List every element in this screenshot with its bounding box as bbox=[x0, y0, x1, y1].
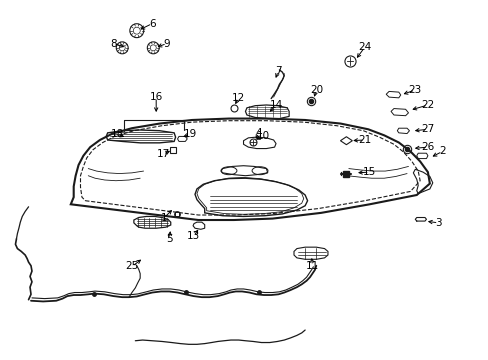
Text: 3: 3 bbox=[434, 218, 441, 228]
Text: 13: 13 bbox=[186, 231, 200, 242]
Text: 23: 23 bbox=[408, 85, 421, 95]
Text: 17: 17 bbox=[156, 149, 169, 159]
Text: 5: 5 bbox=[165, 234, 172, 244]
Text: 4: 4 bbox=[255, 128, 262, 138]
Text: 1: 1 bbox=[161, 212, 167, 222]
Text: 22: 22 bbox=[421, 100, 434, 110]
Text: 8: 8 bbox=[110, 39, 117, 49]
Text: 26: 26 bbox=[421, 142, 434, 152]
Text: 27: 27 bbox=[421, 124, 434, 134]
Text: 9: 9 bbox=[163, 39, 170, 49]
Text: 11: 11 bbox=[305, 261, 318, 271]
Text: 14: 14 bbox=[269, 100, 282, 110]
Text: 25: 25 bbox=[125, 261, 138, 271]
Text: 15: 15 bbox=[362, 167, 376, 177]
Text: 7: 7 bbox=[275, 66, 281, 76]
Text: 21: 21 bbox=[358, 135, 371, 145]
Text: 20: 20 bbox=[309, 85, 322, 95]
Text: 2: 2 bbox=[438, 147, 445, 157]
Text: 19: 19 bbox=[183, 129, 196, 139]
Text: 12: 12 bbox=[232, 93, 245, 103]
Text: 16: 16 bbox=[149, 92, 163, 102]
Text: 18: 18 bbox=[110, 129, 124, 139]
Text: 10: 10 bbox=[256, 131, 269, 141]
Text: 24: 24 bbox=[358, 42, 371, 52]
Text: 6: 6 bbox=[149, 18, 155, 28]
